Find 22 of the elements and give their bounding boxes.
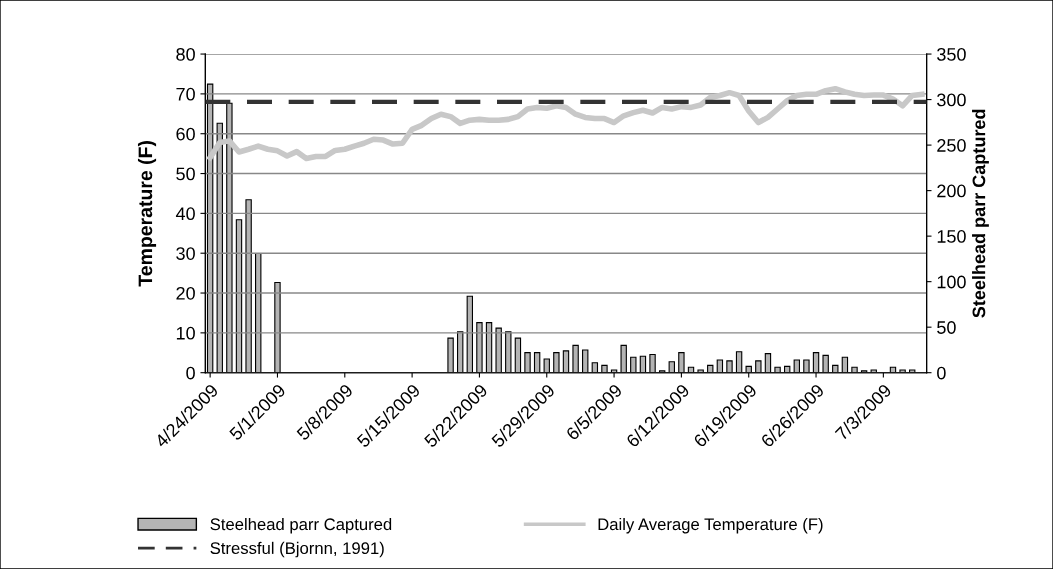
y2-tick-label: 250	[937, 139, 966, 152]
legend-label: Steelhead parr Captured	[210, 517, 392, 534]
y2-tick-label: 300	[937, 93, 966, 107]
y2-axis-title: Steelhead parr Captured	[972, 109, 989, 318]
y2-tick-label: 150	[937, 230, 966, 243]
y-tick-label: 60	[176, 127, 195, 141]
legend-label: Daily Average Temperature (F)	[598, 517, 823, 534]
y-axis-title: Temperature (F)	[137, 141, 157, 287]
y-tick-label: 40	[175, 207, 195, 221]
y-tick-label: 70	[176, 87, 195, 101]
y2-tick-label: 50	[937, 321, 956, 334]
y2-tick-label: 0	[937, 366, 946, 380]
y-tick-label: 80	[176, 47, 195, 61]
y2-tick-label: 100	[937, 275, 966, 289]
y-tick-label: 30	[176, 247, 195, 260]
y-tick-label: 50	[176, 167, 195, 181]
y2-tick-label: 200	[937, 184, 966, 198]
y-tick-label: 10	[176, 326, 195, 340]
y-tick-label: 0	[186, 366, 195, 380]
legend-label: Stressful (Bjornn, 1991)	[210, 541, 384, 558]
y2-tick-label: 350	[937, 47, 966, 61]
y-tick-label: 20	[176, 286, 195, 300]
